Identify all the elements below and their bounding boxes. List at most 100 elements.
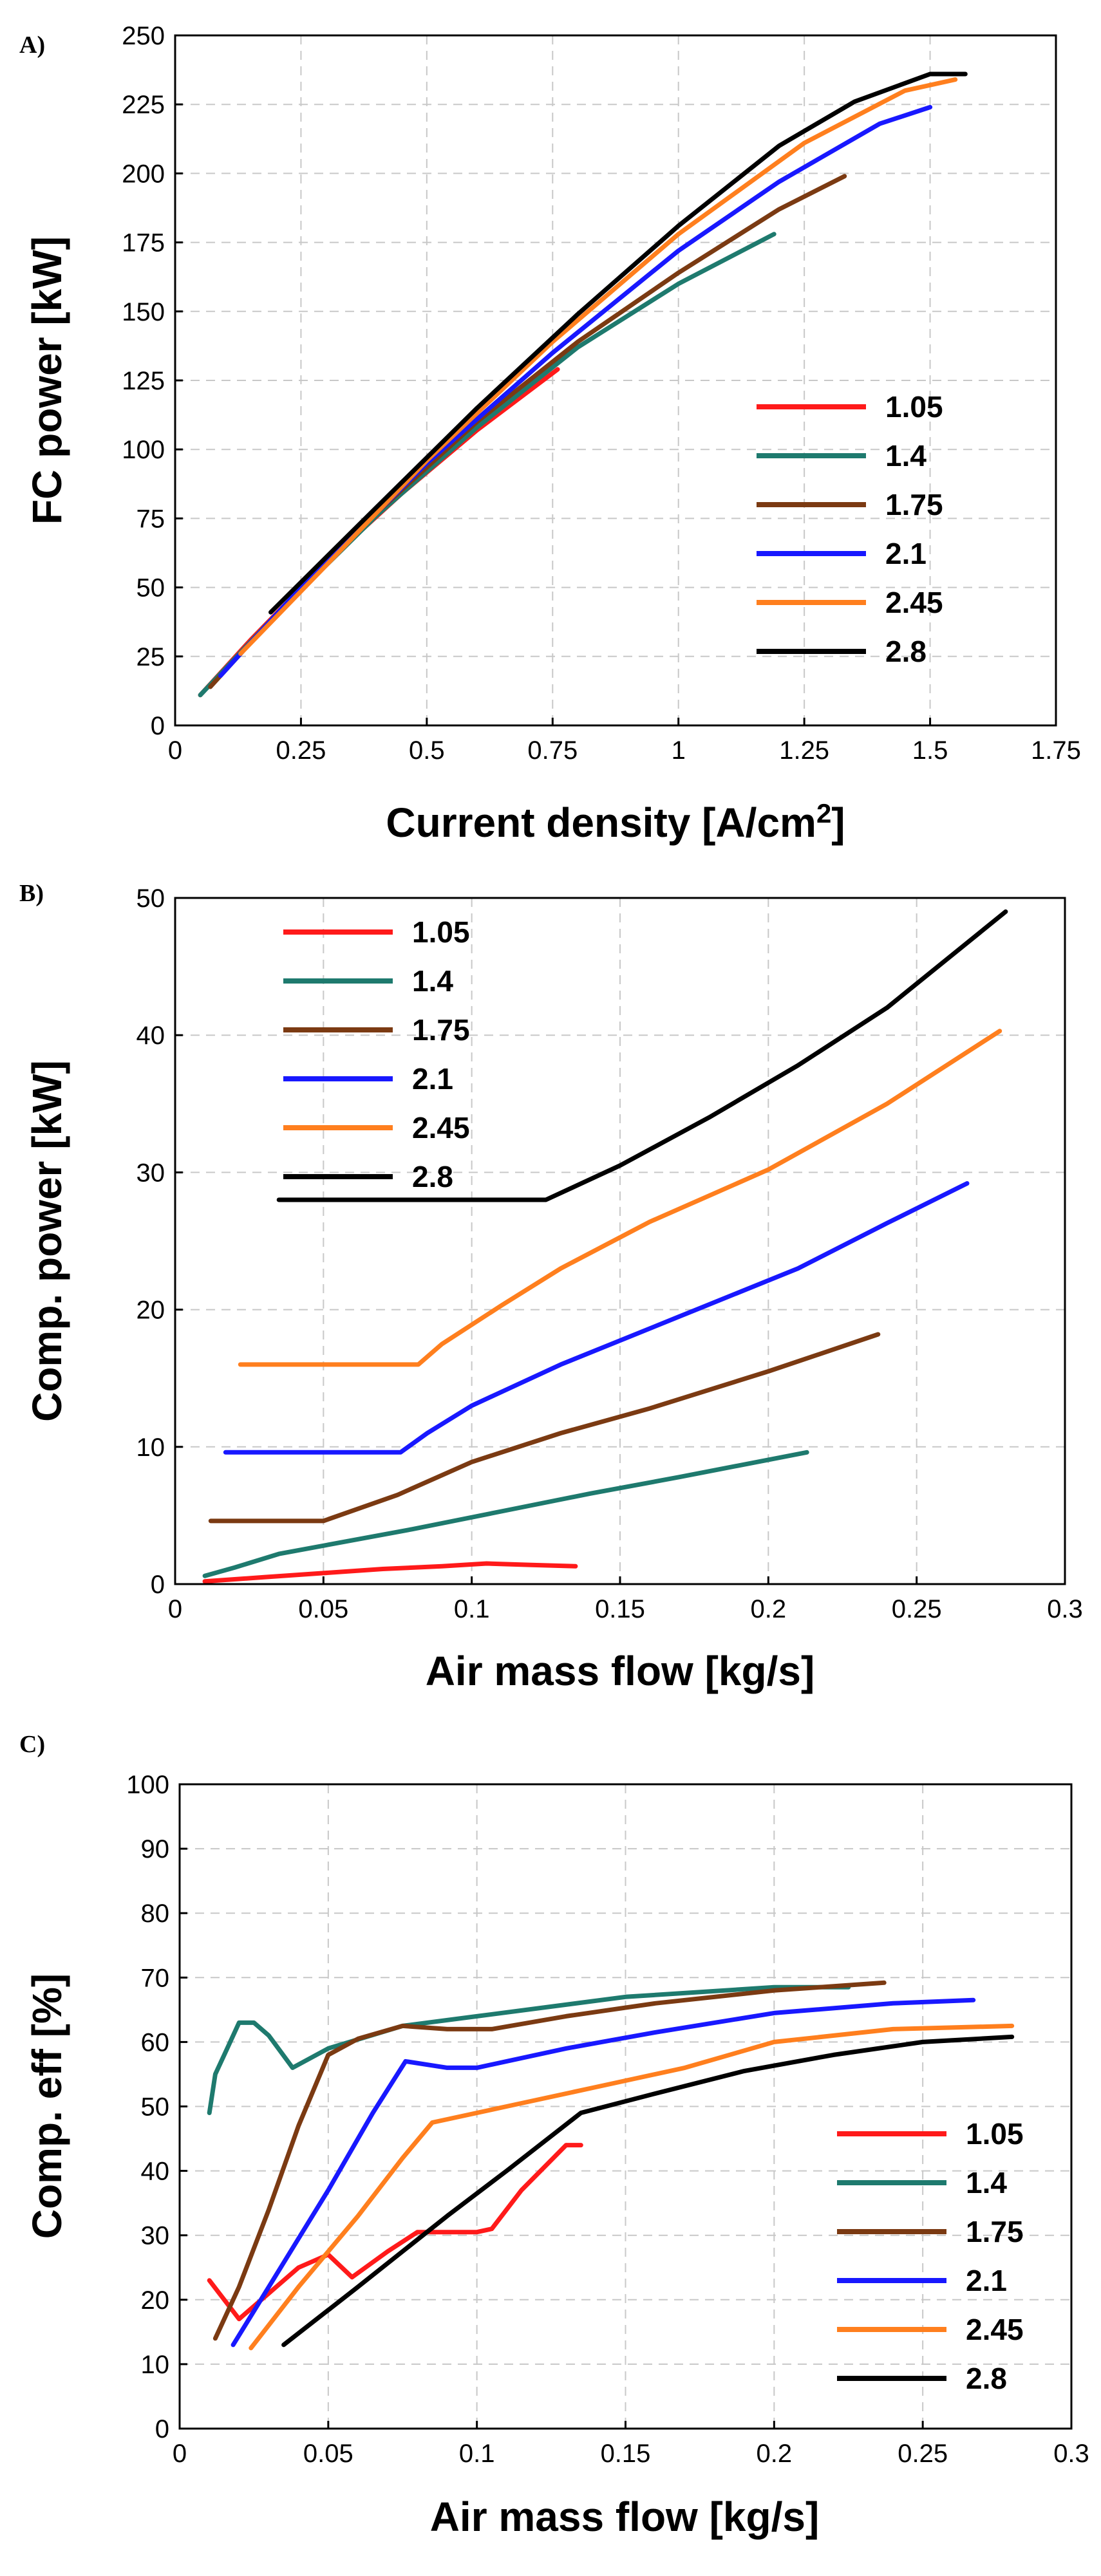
y-tick-label: 10 — [141, 2351, 170, 2379]
x-tick-label: 0.1 — [454, 1595, 490, 1623]
series-line-1_4 — [202, 1450, 809, 1578]
chart-comp-eff: C) 0 0.05 0.1 0.15 0.2 0.25 0.3 0 10 20 30 40 50 60 70… — [19, 1731, 1089, 2540]
y-tick-label: 100 — [122, 436, 165, 464]
x-tick-label: 0 — [173, 2440, 187, 2468]
x-tick-label: 0.15 — [601, 2440, 651, 2468]
y-tick-label: 80 — [141, 1899, 170, 1928]
y-tick-label: 175 — [122, 229, 165, 257]
x-tick-label: 1.75 — [1031, 736, 1081, 765]
y-tick-label: 20 — [136, 1296, 165, 1325]
y-tick-label: 25 — [136, 643, 165, 671]
legend-label: 2.8 — [885, 635, 927, 668]
y-axis-title: FC power [kW] — [24, 236, 70, 525]
legend-label: 2.8 — [966, 2362, 1007, 2395]
x-axis-title: Air mass flow [kg/s] — [430, 2494, 820, 2540]
legend-label: 1.05 — [412, 915, 470, 949]
y-tick-label: 250 — [122, 22, 165, 50]
y-tick-label: 100 — [126, 1771, 169, 1799]
series-line-1_75 — [208, 1332, 881, 1524]
series-line-2_1 — [218, 105, 933, 678]
series-line-1_4 — [198, 232, 776, 698]
x-tick-label: 1.5 — [912, 736, 948, 765]
legend: 1.05 1.4 1.75 2.1 2.45 2.8 — [283, 915, 470, 1193]
legend-label: 1.05 — [966, 2117, 1024, 2151]
x-tick-label: 0 — [168, 1595, 182, 1623]
y-tick-label: 50 — [136, 574, 165, 602]
series-line-1_75 — [208, 174, 847, 689]
legend-label: 2.1 — [412, 1062, 453, 1096]
series-line-2_45 — [238, 1029, 1002, 1367]
y-tick-label: 125 — [122, 367, 165, 395]
x-tick-label: 0.3 — [1047, 1595, 1083, 1623]
y-tick-label: 200 — [122, 160, 165, 188]
legend: 1.05 1.4 1.75 2.1 2.45 2.8 — [837, 2117, 1024, 2395]
series-lines — [207, 1980, 1015, 2351]
x-tick-label: 0.05 — [298, 1595, 348, 1623]
series-line-1_75 — [212, 1980, 887, 2341]
series-line-2_45 — [238, 77, 958, 656]
series-line-2_8 — [268, 71, 968, 615]
y-tick-label: 0 — [151, 1571, 165, 1599]
y-tick-label: 30 — [141, 2222, 170, 2250]
series-line-1_4 — [207, 1984, 851, 2115]
x-tick-label: 0.2 — [751, 1595, 787, 1623]
legend-label: 1.75 — [885, 488, 943, 521]
ticks: 0 0.05 0.1 0.15 0.2 0.25 0.3 0 10 20 30 40 50 60 70 80 9… — [126, 1771, 1089, 2468]
series-line-2_1 — [231, 1997, 976, 2347]
series-lines — [198, 71, 968, 698]
legend-label: 1.05 — [885, 390, 943, 424]
x-tick-label: 0.25 — [898, 2440, 948, 2468]
y-tick-label: 20 — [141, 2286, 170, 2315]
legend-label: 1.75 — [966, 2215, 1024, 2248]
legend-label: 1.4 — [966, 2166, 1007, 2199]
y-tick-label: 40 — [136, 1022, 165, 1050]
x-tick-label: 0.25 — [892, 1595, 942, 1623]
y-tick-label: 75 — [136, 505, 165, 533]
x-tick-label: 0 — [168, 736, 182, 765]
legend: 1.05 1.4 1.75 2.1 2.45 2.8 — [757, 390, 943, 668]
grid — [175, 898, 1065, 1584]
legend-label: 1.4 — [885, 439, 927, 472]
ticks: 0 0.25 0.5 0.75 1 1.25 1.5 1.75 0 25 50 75 100 125 150… — [122, 22, 1081, 765]
series-line-1_05 — [198, 367, 560, 698]
x-axis-title: Air mass flow [kg/s] — [426, 1648, 815, 1694]
x-tick-label: 0.15 — [595, 1595, 645, 1623]
legend-label: 2.8 — [412, 1160, 453, 1193]
series-lines — [202, 909, 1008, 1584]
y-tick-label: 0 — [151, 712, 165, 740]
y-tick-label: 10 — [136, 1433, 165, 1462]
y-tick-label: 60 — [141, 2028, 170, 2057]
y-tick-label: 70 — [141, 1964, 170, 1992]
y-tick-label: 50 — [141, 2093, 170, 2122]
x-tick-label: 1.25 — [779, 736, 829, 765]
ticks: 0 0.05 0.1 0.15 0.2 0.25 0.3 0 10 20 30 40 50 — [136, 884, 1083, 1623]
x-tick-label: 0.5 — [409, 736, 445, 765]
legend-label: 2.45 — [966, 2313, 1024, 2346]
x-tick-label: 0.3 — [1053, 2440, 1089, 2468]
x-tick-label: 0.25 — [276, 736, 326, 765]
x-axis-title: Current density [A/cm2] — [386, 798, 845, 846]
series-line-1_05 — [202, 1561, 578, 1584]
y-tick-label: 150 — [122, 298, 165, 326]
chart-comp-power: B) 0 0.05 0.1 0.15 0.2 0.25 0.3 0 10 20 30 40 50 Air… — [19, 880, 1083, 1694]
panel-label: B) — [19, 880, 44, 907]
series-line-2_8 — [281, 2034, 1015, 2347]
y-tick-label: 0 — [155, 2415, 169, 2443]
y-tick-label: 40 — [141, 2158, 170, 2186]
series-line-2_8 — [276, 909, 1008, 1202]
series-line-1_05 — [207, 2143, 583, 2322]
x-tick-label: 0.2 — [757, 2440, 793, 2468]
y-axis-title: Comp. power [kW] — [24, 1060, 70, 1422]
x-tick-label: 1 — [672, 736, 686, 765]
y-tick-label: 90 — [141, 1835, 170, 1863]
panel-label: A) — [19, 32, 45, 59]
legend-label: 1.75 — [412, 1013, 470, 1047]
x-tick-label: 0.1 — [459, 2440, 495, 2468]
legend-label: 2.45 — [412, 1111, 470, 1144]
chart-fc-power: A) 0 0.25 0.5 0.75 1 1.25 1.5 1.75 0 25 50 75 100 125… — [19, 22, 1081, 846]
grid — [175, 35, 1056, 725]
panel-label: C) — [19, 1731, 45, 1758]
y-tick-label: 225 — [122, 91, 165, 119]
legend-label: 1.4 — [412, 964, 453, 998]
